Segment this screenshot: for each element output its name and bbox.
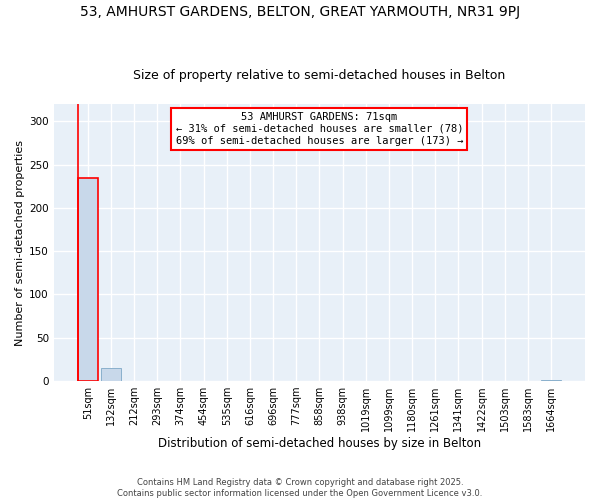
Bar bbox=[78, 178, 98, 381]
Text: 53 AMHURST GARDENS: 71sqm
← 31% of semi-detached houses are smaller (78)
69% of : 53 AMHURST GARDENS: 71sqm ← 31% of semi-… bbox=[176, 112, 463, 146]
Y-axis label: Number of semi-detached properties: Number of semi-detached properties bbox=[15, 140, 25, 346]
Bar bbox=[101, 368, 121, 381]
Text: 53, AMHURST GARDENS, BELTON, GREAT YARMOUTH, NR31 9PJ: 53, AMHURST GARDENS, BELTON, GREAT YARMO… bbox=[80, 5, 520, 19]
Title: Size of property relative to semi-detached houses in Belton: Size of property relative to semi-detach… bbox=[133, 69, 506, 82]
X-axis label: Distribution of semi-detached houses by size in Belton: Distribution of semi-detached houses by … bbox=[158, 437, 481, 450]
Bar bbox=[541, 380, 561, 381]
Text: Contains HM Land Registry data © Crown copyright and database right 2025.
Contai: Contains HM Land Registry data © Crown c… bbox=[118, 478, 482, 498]
